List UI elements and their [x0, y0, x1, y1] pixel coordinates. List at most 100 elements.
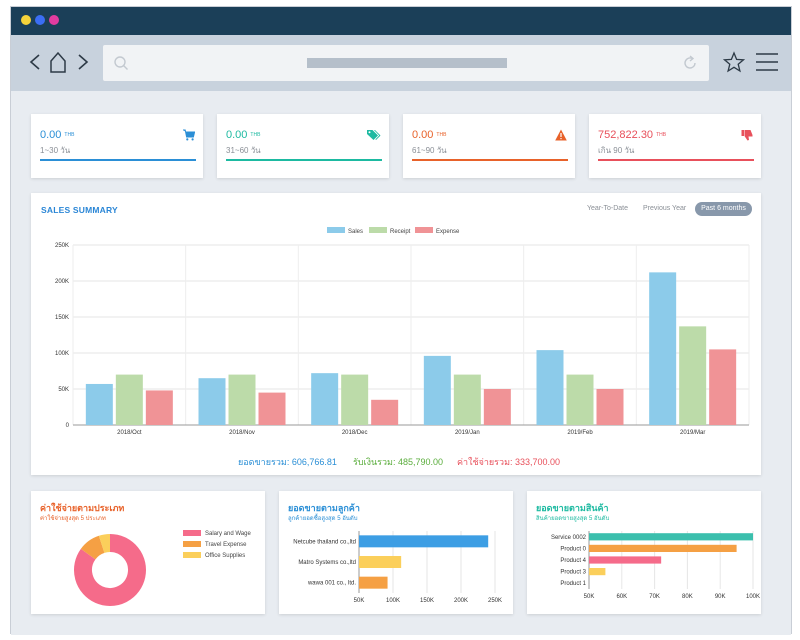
bar-receipt-2019-mar: [679, 326, 707, 425]
kpi-underline: [40, 159, 196, 161]
kpi-card-31-60-days[interactable]: 0.00 THB 31~60 วัน: [217, 114, 389, 178]
legend-label-office-supplies: Office Supplies: [205, 553, 245, 559]
period-year-to-date[interactable]: Year-To-Date: [587, 205, 628, 212]
legend-label-sales: Sales: [348, 229, 363, 235]
donut-slice-travel-expense: [80, 535, 106, 560]
bar-expense-2018-nov: [258, 392, 286, 425]
kpi-card-over-90-days[interactable]: 752,822.30 THB เกิน 90 วัน: [589, 114, 761, 178]
total-expense: ค่าใช้จ่ายรวม: 333,700.00: [457, 457, 561, 467]
x-tick-label: 2019/Feb: [567, 430, 593, 436]
legend-label-salary-and-wage: Salary and Wage: [205, 531, 251, 537]
bar-expense-2018-dec: [371, 399, 399, 425]
kpi-period: 31~60 วัน: [226, 146, 261, 155]
menu-icon[interactable]: [755, 52, 779, 72]
sales-by-customer-card: ยอดขายตามลูกค้า ลูกค้ายอดซื้อสูงสุด 5 อั…: [279, 491, 513, 614]
x-tick-label: 70K: [649, 594, 660, 600]
y-tick-label: Product 3: [560, 570, 586, 576]
kpi-card-61-90-days[interactable]: 0.00 THB 61~90 วัน: [403, 114, 575, 178]
kpi-card-1-30-days[interactable]: 0.00 THB 1~30 วัน: [31, 114, 203, 178]
expense-by-type-card: ค่าใช้จ่ายตามประเภท ค่าใช้จ่ายสูงสุด 5 ป…: [31, 491, 265, 614]
title-bar: [11, 7, 791, 35]
kpi-period: 1~30 วัน: [40, 146, 71, 155]
bar-sales-2019-mar: [649, 272, 677, 425]
bar-sales-2018-nov: [198, 378, 226, 425]
bar-expense-2018-oct: [145, 390, 173, 425]
kpi-value: 752,822.30 THB: [598, 129, 667, 141]
bar-receipt-2018-dec: [341, 374, 369, 425]
maximize-dot[interactable]: [35, 15, 45, 25]
legend-swatch-receipt: [369, 227, 387, 233]
card-subtitle: ลูกค้ายอดซื้อสูงสุด 5 อันดับ: [288, 516, 358, 522]
bar-wawa-001-co-ltd: [359, 576, 388, 589]
legend-swatch-salary-and-wage: [183, 530, 201, 536]
y-tick-label: 150K: [55, 315, 69, 321]
sales-by-product-card: ยอดขายตามสินค้า สินค้ายอดขายสูงสุด 5 อัน…: [527, 491, 761, 614]
legend-swatch-sales: [327, 227, 345, 233]
x-tick-label: 100K: [746, 594, 760, 600]
sales-summary-card: SALES SUMMARY Year-To-Date Previous Year…: [31, 193, 761, 475]
x-tick-label: 50K: [354, 598, 365, 604]
home-icon[interactable]: [47, 49, 69, 75]
cart-icon: [183, 129, 195, 141]
bar-sales-2019-feb: [536, 350, 564, 425]
bar-sales-2018-oct: [85, 383, 113, 425]
card-title: ยอดขายตามสินค้า: [536, 503, 609, 513]
legend-swatch-expense: [415, 227, 433, 233]
bar-sales-2019-jan: [423, 355, 451, 425]
kpi-value: 0.00 THB: [412, 129, 447, 141]
y-tick-label: Product 1: [560, 581, 586, 587]
back-icon[interactable]: [25, 49, 47, 75]
y-tick-label: 200K: [55, 279, 69, 285]
x-tick-label: 2019/Jan: [455, 430, 480, 436]
browser-window: 0.00 THB 1~30 วัน 0.00 THB 31~60 วัน 0.00 T…: [10, 6, 792, 635]
browser-toolbar: [11, 35, 791, 91]
dashboard-content: 0.00 THB 1~30 วัน 0.00 THB 31~60 วัน 0.00 T…: [11, 91, 791, 635]
y-tick-label: 0: [66, 423, 70, 429]
card-title: ค่าใช้จ่ายตามประเภท: [40, 503, 125, 513]
search-icon: [114, 56, 128, 70]
warning-icon: [555, 129, 567, 141]
sales-bar-chart: Sales Receipt Expense 0 50K 100K 150K 200K 250K 2…: [55, 227, 750, 436]
bar-receipt-2018-nov: [228, 374, 256, 425]
x-tick-label: 150K: [420, 598, 434, 604]
bar-expense-2019-mar: [709, 349, 737, 425]
bar-service-0002: [589, 533, 753, 541]
total-sales: ยอดขายรวม: 606,766.81: [238, 457, 337, 467]
x-tick-label: 50K: [584, 594, 595, 600]
legend-label-expense: Expense: [436, 229, 460, 235]
x-tick-label: 250K: [488, 598, 502, 604]
bookmark-star-icon[interactable]: [723, 51, 745, 73]
minimize-dot[interactable]: [21, 15, 31, 25]
customer-bar-chart: 50K 100K 150K 200K 250K Netcube thailand co.,…: [293, 531, 502, 604]
bar-receipt-2019-jan: [453, 374, 481, 425]
bar-receipt-2019-feb: [566, 374, 594, 425]
y-tick-label: 100K: [55, 351, 69, 357]
bar-product-4: [589, 556, 662, 564]
product-bar-chart: 50K 60K 70K 80K 90K 100K Service 0002 Product 0…: [551, 531, 760, 600]
kpi-underline: [412, 159, 568, 161]
thumbs-down-icon: [741, 130, 753, 141]
total-receipt: รับเงินรวม: 485,790.00: [353, 457, 444, 467]
x-tick-label: 2018/Dec: [342, 430, 368, 436]
bar-product-0: [589, 544, 737, 552]
forward-icon[interactable]: [71, 49, 93, 75]
y-tick-label: Netcube thailand co.,ltd: [293, 539, 356, 545]
reload-icon[interactable]: [681, 54, 699, 72]
x-tick-label: 200K: [454, 598, 468, 604]
address-bar[interactable]: [103, 45, 709, 81]
url-placeholder-bar: [307, 58, 507, 68]
y-tick-label: Product 4: [560, 558, 586, 564]
kpi-underline: [226, 159, 382, 161]
card-title: ยอดขายตามลูกค้า: [288, 503, 360, 513]
bar-matro-systems-co-ltd: [359, 556, 402, 568]
close-dot[interactable]: [49, 15, 59, 25]
y-tick-label: Service 0002: [551, 535, 587, 541]
x-tick-label: 2019/Mar: [680, 430, 705, 436]
expense-donut-chart: Salary and Wage Travel Expense Office Supp…: [74, 530, 251, 606]
y-tick-label: Product 0: [560, 546, 586, 552]
period-past-6-months[interactable]: Past 6 months: [695, 202, 752, 216]
period-previous-year[interactable]: Previous Year: [643, 205, 687, 212]
y-tick-label: wawa 001 co., ltd.: [307, 581, 356, 587]
legend-swatch-office-supplies: [183, 552, 201, 558]
bar-sales-2018-dec: [311, 373, 339, 425]
